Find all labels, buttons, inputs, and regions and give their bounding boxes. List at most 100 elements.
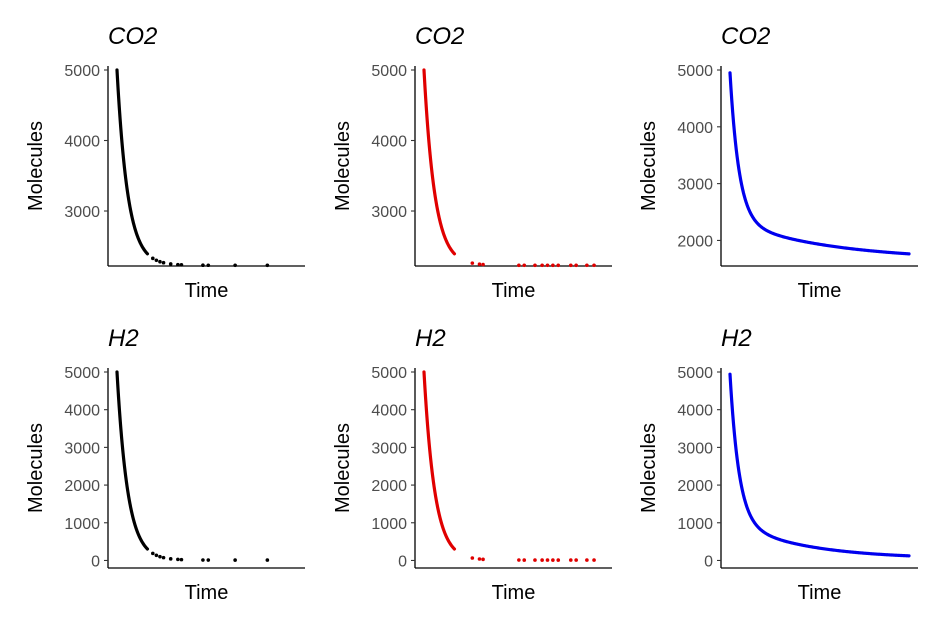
data-point	[556, 558, 561, 562]
panel-title: CO2	[415, 23, 464, 50]
y-tick-label: 2000	[677, 478, 713, 495]
series-points-dense	[115, 68, 150, 256]
data-point	[585, 558, 589, 562]
x-axis-label: Time	[798, 280, 842, 302]
data-point	[206, 558, 211, 562]
panel-4: H2 0 1000 2000 3000 4000 5000 Time Molecules	[25, 325, 305, 604]
data-point	[179, 557, 184, 562]
panel-3: CO2 2000 3000 4000 5000 Time Molecules	[638, 23, 918, 302]
data-point	[533, 263, 537, 268]
y-axis-label: Molecules	[332, 121, 354, 211]
x-axis-label: Time	[185, 582, 229, 604]
data-point	[176, 557, 180, 562]
data-point	[517, 558, 521, 562]
data-point	[158, 259, 162, 264]
data-point	[206, 263, 211, 268]
series-line	[728, 372, 911, 558]
panel-title: H2	[721, 325, 752, 352]
x-axis-label: Time	[492, 582, 536, 604]
data-point	[481, 262, 485, 267]
y-axis-label: Molecules	[638, 121, 660, 211]
panel-1: CO2 3000 4000 5000 Time Molecules	[25, 23, 305, 302]
data-point	[176, 262, 180, 267]
data-point	[551, 558, 555, 562]
data-point	[592, 558, 596, 562]
data-point	[265, 263, 270, 268]
data-point	[477, 557, 482, 561]
y-tick-label: 5000	[371, 365, 407, 382]
data-point	[161, 260, 166, 265]
data-point	[568, 263, 573, 268]
data-point	[151, 256, 155, 261]
data-point	[161, 555, 166, 560]
data-point	[201, 263, 205, 268]
y-axis-label: Molecules	[638, 423, 660, 513]
data-point	[540, 263, 544, 268]
data-point	[545, 558, 550, 562]
y-tick-label: 1000	[64, 516, 100, 533]
y-tick-label: 3000	[64, 204, 100, 221]
y-tick-label: 4000	[371, 134, 407, 151]
y-axis-label: Molecules	[332, 423, 354, 513]
series-line	[728, 71, 911, 256]
panel-2: CO2 3000 4000 5000 Time Molecules	[332, 23, 612, 302]
data-point	[551, 263, 555, 268]
data-point	[168, 557, 173, 561]
data-point	[477, 262, 482, 266]
data-point	[179, 263, 184, 267]
data-point	[201, 558, 205, 562]
y-tick-label: 5000	[677, 365, 713, 382]
y-axis-label: Molecules	[25, 423, 47, 513]
y-tick-label: 2000	[64, 478, 100, 495]
y-tick-label: 0	[704, 553, 713, 570]
y-axis-label: Molecules	[25, 121, 47, 211]
data-point	[574, 263, 578, 268]
data-point	[517, 263, 521, 268]
x-axis-label: Time	[798, 582, 842, 604]
y-tick-label: 5000	[371, 63, 407, 80]
data-point	[154, 553, 159, 558]
y-tick-label: 4000	[677, 403, 713, 420]
data-point	[568, 558, 573, 562]
data-point	[533, 558, 537, 562]
y-tick-label: 3000	[677, 177, 713, 194]
series-points-dense	[115, 370, 150, 551]
data-point	[470, 556, 475, 560]
data-point	[151, 551, 155, 556]
y-tick-label: 1000	[677, 516, 713, 533]
data-point	[592, 263, 596, 268]
data-point	[522, 263, 527, 268]
panel-title: CO2	[721, 23, 770, 50]
panel-title: CO2	[108, 23, 157, 50]
y-tick-label: 5000	[64, 63, 100, 80]
y-tick-label: 0	[398, 553, 407, 570]
y-tick-label: 2000	[371, 478, 407, 495]
panel-5: H2 0 1000 2000 3000 4000 5000 Time Molecules	[332, 325, 612, 604]
data-point	[265, 558, 270, 562]
data-point	[585, 263, 589, 268]
y-tick-label: 3000	[371, 440, 407, 457]
data-point	[233, 263, 237, 268]
x-axis-label: Time	[185, 280, 229, 302]
data-point	[158, 554, 162, 559]
y-tick-label: 5000	[677, 63, 713, 80]
y-tick-label: 3000	[64, 440, 100, 457]
data-point	[545, 263, 550, 268]
y-tick-label: 3000	[677, 440, 713, 457]
data-point	[470, 261, 475, 265]
panel-title: H2	[415, 325, 446, 352]
y-tick-label: 4000	[64, 403, 100, 420]
data-point	[522, 558, 527, 562]
data-point	[540, 558, 544, 562]
series-points-dense	[422, 68, 457, 256]
panel-6: H2 0 1000 2000 3000 4000 5000 Time Molecules	[638, 325, 918, 604]
y-tick-label: 2000	[677, 233, 713, 250]
panel-title: H2	[108, 325, 139, 352]
series-points-dense	[422, 370, 457, 551]
y-tick-label: 4000	[677, 120, 713, 137]
data-point	[556, 263, 561, 268]
y-tick-label: 1000	[371, 516, 407, 533]
y-tick-label: 0	[91, 553, 100, 570]
x-axis-label: Time	[492, 280, 536, 302]
